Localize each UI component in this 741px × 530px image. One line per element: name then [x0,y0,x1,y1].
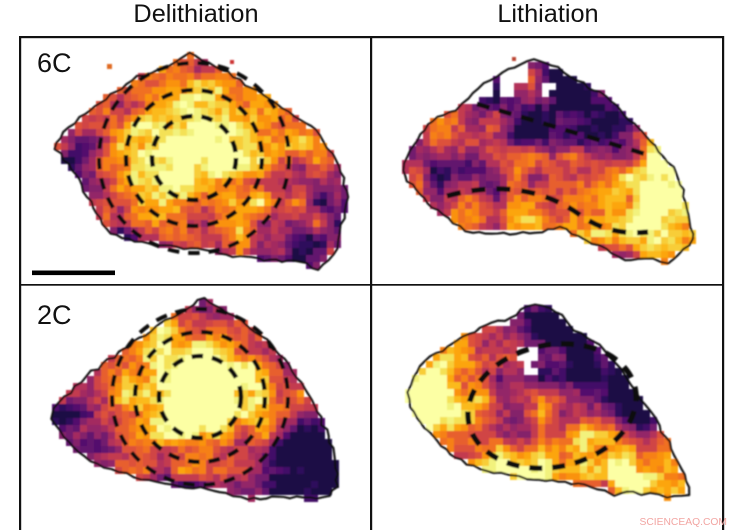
svg-text:6C: 6C [37,48,72,78]
svg-text:2C: 2C [37,300,72,330]
svg-text:Delithiation: Delithiation [133,0,258,28]
svg-text:Lithiation: Lithiation [497,0,598,28]
svg-text:SCIENCEAQ.COM: SCIENCEAQ.COM [639,517,727,528]
